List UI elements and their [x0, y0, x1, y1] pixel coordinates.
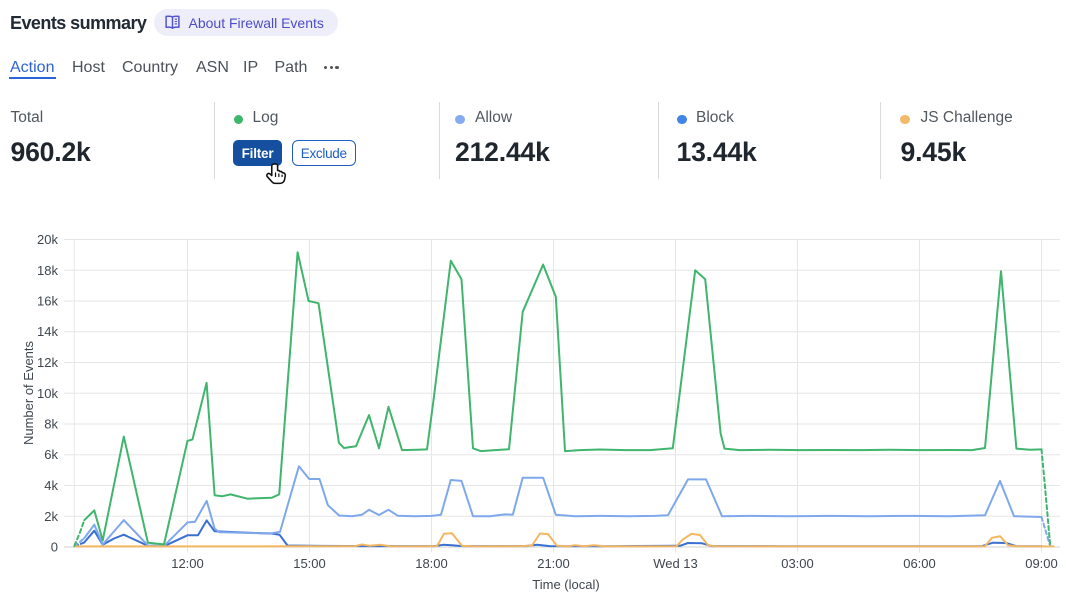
svg-text:06:00: 06:00 [903, 556, 936, 571]
svg-text:12k: 12k [37, 355, 58, 370]
svg-text:20k: 20k [37, 232, 58, 247]
svg-text:15:00: 15:00 [293, 556, 326, 571]
svg-text:14k: 14k [37, 324, 58, 339]
svg-text:Wed 13: Wed 13 [653, 556, 698, 571]
svg-text:8k: 8k [44, 417, 58, 432]
svg-text:6k: 6k [44, 447, 58, 462]
svg-text:16k: 16k [37, 294, 58, 309]
svg-text:18k: 18k [37, 263, 58, 278]
svg-text:18:00: 18:00 [415, 556, 448, 571]
svg-text:Time (local): Time (local) [532, 577, 599, 592]
svg-text:12:00: 12:00 [171, 556, 204, 571]
svg-text:03:00: 03:00 [781, 556, 814, 571]
svg-text:09:00: 09:00 [1025, 556, 1058, 571]
svg-text:4k: 4k [44, 478, 58, 493]
svg-text:10k: 10k [37, 386, 58, 401]
svg-text:Number of Events: Number of Events [21, 340, 36, 445]
svg-text:21:00: 21:00 [537, 556, 570, 571]
svg-text:0: 0 [51, 540, 58, 555]
svg-text:2k: 2k [44, 509, 58, 524]
